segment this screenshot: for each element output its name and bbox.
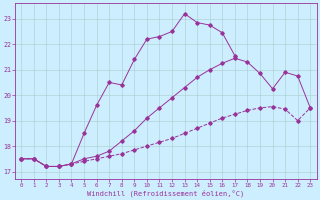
- X-axis label: Windchill (Refroidissement éolien,°C): Windchill (Refroidissement éolien,°C): [87, 189, 244, 197]
